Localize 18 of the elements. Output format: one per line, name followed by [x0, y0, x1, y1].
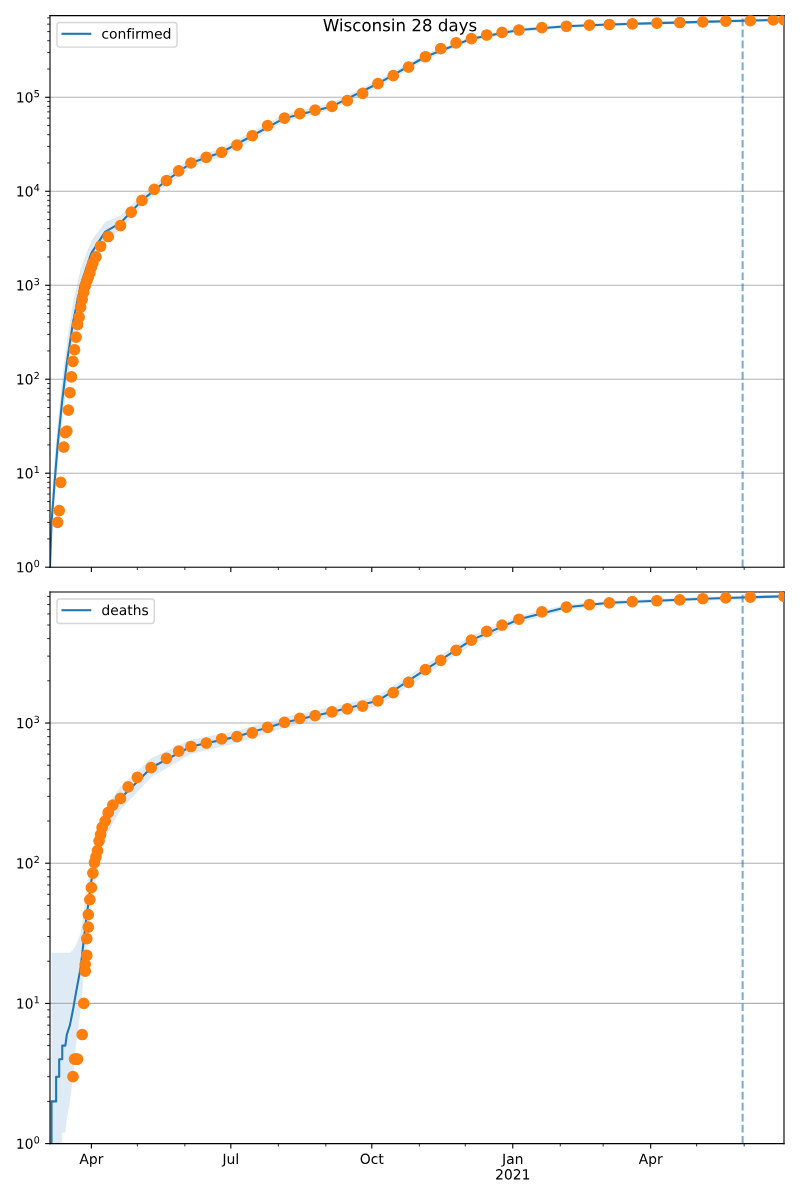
x-tick-label: Apr	[638, 1153, 663, 1167]
y-tick-label: 10$^{0}$	[17, 1136, 40, 1149]
y-tick-label: 10$^{1}$	[17, 996, 39, 1009]
y-tick-label: 10$^{1}$	[17, 465, 39, 479]
y-tick-label: 10$^{2}$	[17, 371, 39, 385]
legend-label: confirmed	[102, 28, 171, 39]
y-tick-label: 10$^{3}$	[17, 277, 40, 291]
y-tick-label: 10$^{4}$	[17, 184, 40, 197]
x-tick-label: Apr	[79, 1153, 104, 1167]
y-tick-label: 10$^{0}$	[17, 559, 40, 573]
y-tick-label: 10$^{2}$	[17, 855, 39, 869]
legend-label: deaths	[102, 604, 149, 616]
y-tick-label: 10$^{3}$	[17, 715, 40, 729]
y-tick-label: 10$^{5}$	[17, 90, 39, 103]
x-tick-label: Jan 2021	[496, 1153, 530, 1180]
chart-title: Wisconsin 28 days	[323, 18, 477, 35]
x-tick-label: Oct	[360, 1153, 384, 1165]
x-tick-label: Jul	[221, 1153, 238, 1167]
